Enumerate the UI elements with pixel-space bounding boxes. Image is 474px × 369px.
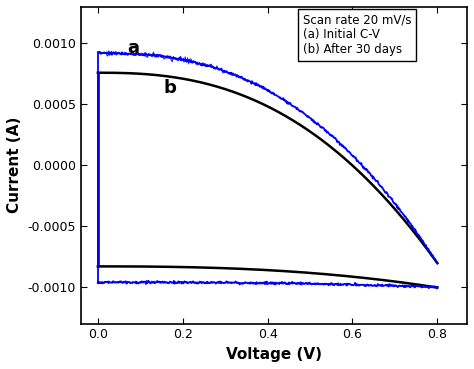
X-axis label: Voltage (V): Voltage (V) <box>226 347 322 362</box>
Text: b: b <box>164 79 176 97</box>
Text: Scan rate 20 mV/s
(a) Initial C-V
(b) After 30 days: Scan rate 20 mV/s (a) Initial C-V (b) Af… <box>303 13 411 56</box>
Y-axis label: Current (A): Current (A) <box>7 117 22 214</box>
Text: a: a <box>128 39 139 57</box>
